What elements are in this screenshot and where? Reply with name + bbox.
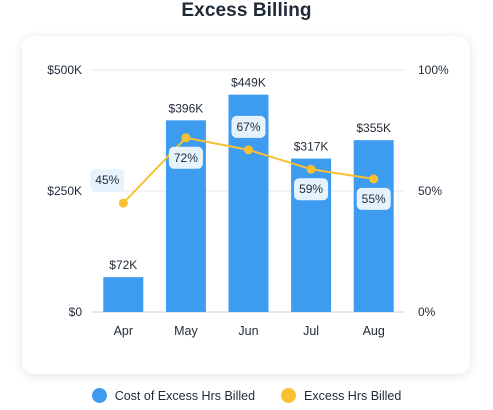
line-data-label-box — [356, 187, 391, 210]
x-tick-label: Jun — [238, 324, 258, 338]
line-data-label: 45% — [95, 173, 119, 187]
bar-data-label: $355K — [356, 121, 391, 135]
legend-swatch-hours — [281, 388, 297, 403]
y-left-tick-label: $250K — [47, 184, 82, 198]
bar-data-label: $72K — [109, 258, 137, 272]
line-point-may — [181, 133, 191, 143]
y-left-tick-label: $500K — [47, 63, 82, 77]
bar-data-label: $449K — [231, 76, 266, 90]
y-right-tick-label: 100% — [418, 63, 449, 77]
chart-legend: Cost of Excess Hrs Billed Excess Hrs Bil… — [0, 388, 493, 403]
line-point-jul — [306, 164, 316, 174]
legend-item-cost[interactable]: Cost of Excess Hrs Billed — [91, 388, 256, 403]
legend-label-hours: Excess Hrs Billed — [304, 388, 402, 403]
line-data-label: 55% — [362, 192, 386, 206]
legend-label-cost: Cost of Excess Hrs Billed — [114, 388, 256, 403]
line-data-label: 59% — [299, 182, 323, 196]
line-data-label: 67% — [236, 120, 260, 134]
x-tick-label: Jul — [303, 324, 319, 338]
bar-aug — [353, 140, 394, 312]
line-data-label: 72% — [174, 151, 198, 165]
line-point-aug — [369, 174, 379, 184]
y-right-tick-label: 0% — [418, 305, 436, 319]
x-tick-label: May — [174, 324, 198, 338]
line-data-label-box — [90, 169, 125, 192]
line-data-label-box — [294, 178, 329, 201]
legend-swatch-cost — [91, 388, 107, 403]
line-point-apr — [118, 198, 128, 208]
y-right-tick-label: 50% — [418, 184, 442, 198]
line-data-label-box — [231, 115, 266, 138]
excess-billing-chart: $0 $250K $500K 0% 50% 100% $72K $396K $449K $317K… — [47, 63, 449, 338]
legend-item-hours[interactable]: Excess Hrs Billed — [281, 388, 401, 403]
bar-data-label: $396K — [169, 101, 204, 115]
bar-data-label: $317K — [294, 140, 329, 154]
x-tick-label: Aug — [363, 324, 385, 338]
bar-apr — [103, 277, 144, 312]
x-tick-label: Apr — [114, 324, 133, 338]
y-left-tick-label: $0 — [69, 305, 83, 319]
chart-title: Excess Billing — [181, 0, 312, 21]
line-point-jun — [244, 145, 253, 155]
line-data-label-box — [168, 146, 203, 169]
